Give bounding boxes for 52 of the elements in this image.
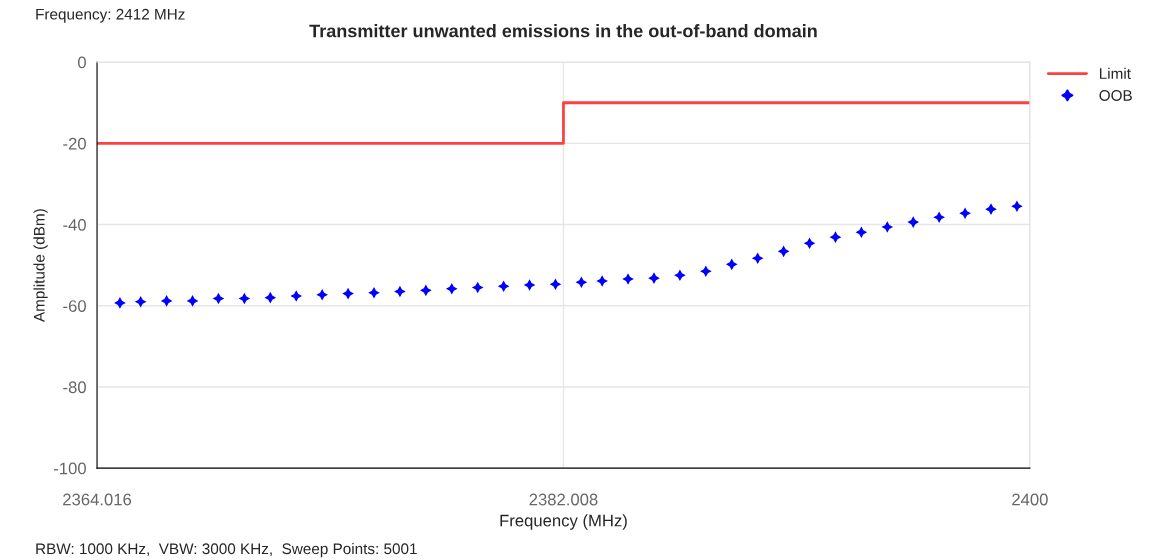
point — [134, 295, 147, 308]
point — [803, 237, 816, 250]
x-axis-title: Frequency (MHz) — [500, 514, 627, 530]
point — [700, 265, 712, 278]
point — [549, 278, 562, 291]
point — [290, 290, 303, 302]
point — [523, 279, 536, 291]
point — [445, 282, 458, 295]
y-tick-label: -100 — [54, 462, 86, 475]
legend-label: Limit — [1099, 67, 1131, 79]
point — [575, 276, 588, 289]
y-tick-label: -40 — [63, 218, 86, 231]
point — [855, 226, 868, 239]
point — [1011, 200, 1023, 213]
point — [264, 291, 277, 304]
point — [420, 284, 432, 297]
point — [959, 207, 971, 219]
point — [933, 211, 945, 224]
point — [497, 280, 510, 293]
text: RBW: 1000 KHz, VBW: 3000 KHz, Sweep Points: 5001 — [36, 542, 417, 558]
y-tick-label: -60 — [63, 300, 86, 312]
point — [985, 203, 997, 215]
point — [316, 288, 328, 301]
point — [368, 286, 380, 299]
point — [907, 216, 920, 228]
point — [342, 287, 354, 300]
x-tick-label: 2382.008 — [529, 493, 598, 506]
point — [394, 285, 406, 298]
y-tick-label: -20 — [63, 137, 86, 150]
point — [596, 275, 608, 287]
point — [674, 269, 686, 282]
chart-title: Transmitter unwanted emissions in the out-of-band domain — [309, 24, 817, 38]
point — [238, 292, 251, 305]
point — [881, 221, 894, 233]
point — [114, 297, 126, 309]
point — [212, 292, 225, 305]
legend-label: OOB — [1099, 90, 1132, 101]
point — [160, 295, 173, 307]
point — [751, 252, 764, 265]
point — [622, 273, 634, 285]
y-tick-label: -80 — [63, 381, 86, 394]
point — [725, 258, 738, 271]
y-tick-label: 0 — [77, 56, 86, 69]
point — [777, 245, 790, 258]
x-tick-label: 2364.016 — [63, 493, 132, 506]
point — [648, 272, 660, 284]
point — [186, 295, 199, 307]
x-tick-label: 2400 — [1012, 493, 1048, 506]
point — [471, 281, 484, 294]
text: Frequency: 2412 MHz — [36, 8, 185, 23]
y-axis-title: Amplitude (dBm) — [33, 209, 48, 323]
point — [829, 231, 842, 243]
